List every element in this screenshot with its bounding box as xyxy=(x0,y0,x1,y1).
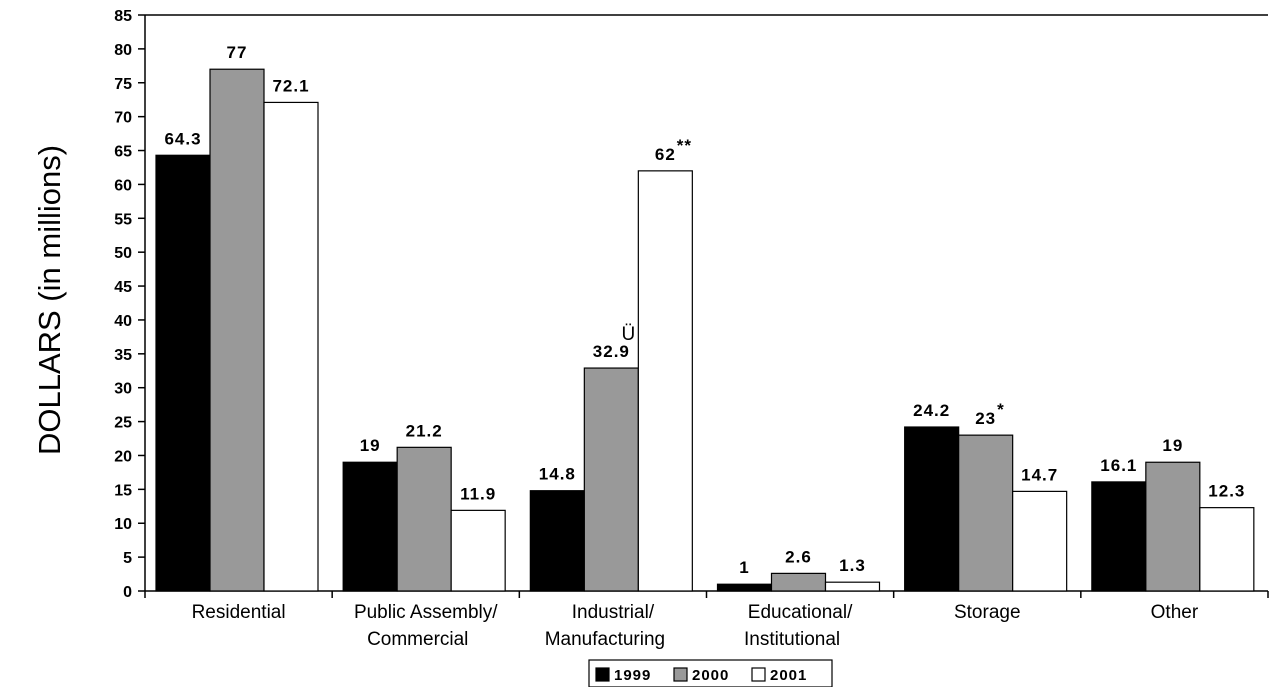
legend-swatch-2001 xyxy=(751,667,766,682)
data-label: 77 xyxy=(227,43,248,62)
bar-1999-2 xyxy=(529,490,585,592)
annotation-mark: Ü xyxy=(621,324,635,345)
y-tick-label: 40 xyxy=(114,313,132,330)
data-label: 23 xyxy=(975,409,996,428)
bar-2001-0 xyxy=(263,101,319,592)
data-label: 2.6 xyxy=(785,547,812,566)
category-label: Educational/ xyxy=(748,602,853,623)
category-label: Storage xyxy=(954,602,1021,623)
plot-area: 0 5 10 15 20 25 30 35 40 45 50 55 60 65 70 75 80 85 64.3 77… xyxy=(114,8,1269,650)
legend-label-1999: 1999 xyxy=(614,667,651,684)
data-label: 72.1 xyxy=(272,76,309,95)
y-tick-label: 75 xyxy=(114,76,132,93)
category-label: Manufacturing xyxy=(545,629,665,650)
bar-1999-4 xyxy=(904,426,960,592)
data-label: 24.2 xyxy=(913,401,950,420)
bar-2001-4 xyxy=(1012,490,1068,592)
y-tick-label: 10 xyxy=(114,516,132,533)
data-label: 14.8 xyxy=(539,465,576,484)
legend-label-2001: 2001 xyxy=(770,667,807,684)
bar-1999-1 xyxy=(342,461,398,592)
category-label: Commercial xyxy=(367,629,468,650)
data-label: 19 xyxy=(360,436,381,455)
data-label: 21.2 xyxy=(406,421,443,440)
y-tick-label: 50 xyxy=(114,245,132,262)
legend-swatch-1999 xyxy=(595,667,610,682)
annotation-asterisk: ** xyxy=(677,136,692,155)
data-label: 16.1 xyxy=(1100,456,1137,475)
y-tick-label: 25 xyxy=(114,415,132,432)
data-label: 11.9 xyxy=(460,484,496,503)
y-axis-label: DOLLARS (in millions) xyxy=(32,145,67,455)
data-label: 62 xyxy=(655,145,676,164)
data-label: 1 xyxy=(739,558,749,577)
data-label: 1.3 xyxy=(839,556,866,575)
category-label: Public Assembly/ xyxy=(354,602,498,623)
y-tick-label: 60 xyxy=(114,177,132,194)
bar-2000-4 xyxy=(958,434,1014,592)
y-tick-label: 45 xyxy=(114,279,132,296)
y-tick-label: 30 xyxy=(114,381,132,398)
legend-swatch-2000 xyxy=(673,667,688,682)
y-tick-label: 20 xyxy=(114,448,132,465)
category-label: Residential xyxy=(192,602,286,623)
data-label: 12.3 xyxy=(1208,482,1245,501)
bar-2001-5 xyxy=(1199,507,1255,592)
legend-label-2000: 2000 xyxy=(692,667,729,684)
y-tick-label: 70 xyxy=(114,110,132,127)
bar-2000-3 xyxy=(770,572,827,592)
y-tick-label: 0 xyxy=(123,584,132,601)
data-label: 32.9 xyxy=(593,342,630,361)
y-tick-label: 5 xyxy=(123,550,132,567)
bar-1999-0 xyxy=(155,154,211,592)
y-tick-label: 80 xyxy=(114,42,132,59)
bar-2000-5 xyxy=(1145,461,1201,592)
bar-1999-5 xyxy=(1091,481,1147,592)
bar-2001-2 xyxy=(637,170,693,592)
bar-1999-3 xyxy=(716,583,773,592)
category-label: Other xyxy=(1151,602,1199,623)
bar-2000-0 xyxy=(209,68,265,592)
y-tick-label: 65 xyxy=(114,144,132,161)
legend: 1999 2000 2001 xyxy=(588,659,833,687)
data-label: 14.7 xyxy=(1021,465,1058,484)
y-tick-label: 55 xyxy=(114,211,132,228)
y-tick-label: 35 xyxy=(114,347,132,364)
annotation-asterisk: * xyxy=(997,400,1005,419)
y-tick-label: 85 xyxy=(114,8,132,25)
bar-2001-3 xyxy=(824,581,881,592)
bar-2000-1 xyxy=(396,446,452,592)
category-label: Institutional xyxy=(744,629,840,650)
bar-2001-1 xyxy=(450,509,506,592)
y-tick-label: 15 xyxy=(114,482,132,499)
data-label: 64.3 xyxy=(164,129,201,148)
legend-box xyxy=(588,659,833,687)
category-label: Industrial/ xyxy=(572,602,655,623)
bar-2000-2 xyxy=(583,367,639,592)
data-label: 19 xyxy=(1162,436,1183,455)
